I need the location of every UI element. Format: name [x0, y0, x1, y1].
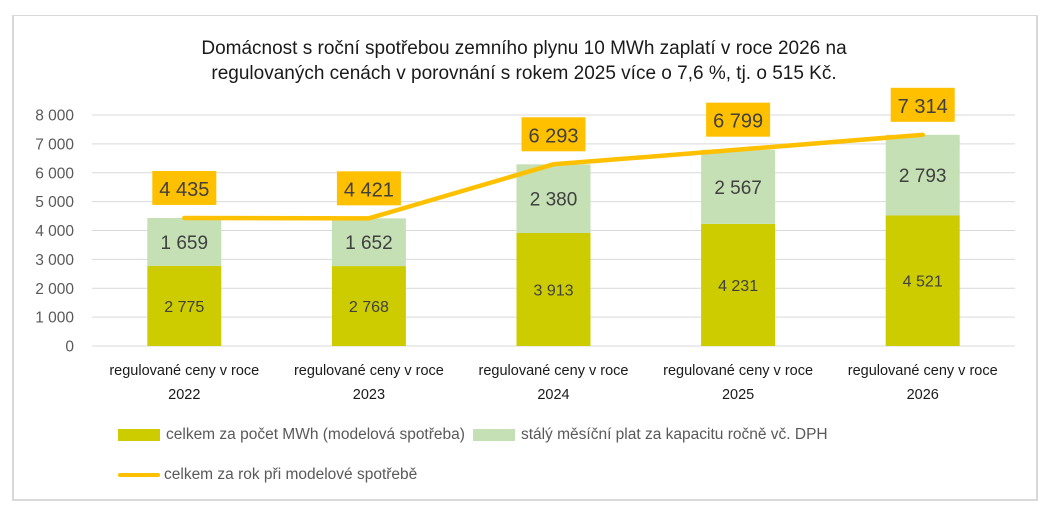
bar-capacity	[701, 149, 776, 224]
bar-capacity	[331, 218, 406, 267]
x-tick-label-line1: regulované ceny v roce	[294, 363, 444, 379]
data-label-capacity: 2 567	[714, 178, 762, 199]
data-label-capacity: 1 652	[345, 233, 393, 254]
legend-swatch-capacity	[472, 429, 515, 441]
legend-item-capacity: stálý měsíční plat za kapacitu ročně vč.…	[472, 426, 828, 444]
data-label-energy: 4 521	[903, 274, 943, 291]
bar-energy	[701, 223, 776, 346]
x-tick-label-line2: 2024	[537, 387, 569, 403]
y-tick-label: 2 000	[35, 281, 74, 298]
data-label-box-total	[706, 102, 771, 137]
data-label-box-total	[890, 87, 955, 122]
chart-title: Domácnost s roční spotřebou zemního plyn…	[201, 38, 847, 84]
data-label-capacity: 2 380	[530, 190, 578, 211]
data-label-total: 4 421	[344, 179, 394, 201]
data-label-box-total	[521, 117, 586, 152]
plot-area: 0 1 000 2 000 3 000 4 000 5 000 6 000 7 000 8 00…	[35, 87, 1015, 403]
y-tick-label: 3 000	[35, 252, 74, 269]
data-label-total: 6 799	[713, 111, 763, 133]
legend-label-total: celkem za rok při modelové spotřebě	[164, 466, 418, 483]
legend: celkem za počet MWh (modelová spotřeba) …	[118, 424, 836, 504]
data-label-capacity: 2 793	[899, 166, 947, 187]
x-tick-label-line1: regulované ceny v roce	[479, 363, 629, 379]
legend-item-total: celkem za rok při modelové spotřebě	[118, 466, 417, 484]
legend-swatch-total	[118, 473, 160, 477]
data-label-box-total	[336, 171, 401, 206]
y-tick-label: 8 000	[35, 108, 74, 125]
bar-energy	[516, 233, 591, 346]
y-tick-label: 1 000	[35, 310, 74, 327]
bar-capacity	[147, 217, 222, 266]
x-tick-label-line1: regulované ceny v roce	[848, 363, 998, 379]
bar-energy	[147, 265, 222, 346]
data-label-box-total	[152, 170, 217, 205]
data-label-energy: 2 768	[349, 299, 389, 316]
data-label-energy: 4 231	[718, 278, 758, 295]
bar-capacity	[516, 164, 591, 234]
y-tick-label: 7 000	[35, 136, 74, 153]
data-label-total: 7 314	[898, 96, 948, 118]
x-tick-label-line2: 2025	[722, 387, 754, 403]
data-label-capacity: 1 659	[161, 233, 209, 254]
y-tick-label: 5 000	[35, 194, 74, 211]
y-tick-label: 4 000	[35, 223, 74, 240]
bar-energy	[331, 266, 406, 346]
legend-item-energy: celkem za počet MWh (modelová spotřeba)	[118, 426, 465, 444]
bar-capacity	[885, 134, 960, 216]
x-tick-label-line1: regulované ceny v roce	[109, 363, 259, 379]
data-label-energy: 3 913	[533, 283, 573, 300]
y-tick-label: 0	[65, 339, 74, 356]
x-tick-label-line2: 2026	[907, 387, 939, 403]
data-label-total: 4 435	[159, 179, 209, 201]
data-label-total: 6 293	[528, 125, 578, 147]
legend-label-capacity: stálý měsíční plat za kapacitu ročně vč.…	[520, 426, 828, 443]
x-tick-label-line2: 2022	[168, 387, 200, 403]
x-tick-label-line2: 2023	[353, 387, 385, 403]
legend-label-energy: celkem za počet MWh (modelová spotřeba)	[166, 426, 465, 443]
legend-swatch-energy	[118, 429, 160, 441]
bar-energy	[885, 215, 960, 346]
y-tick-label: 6 000	[35, 165, 74, 182]
x-tick-label-line1: regulované ceny v roce	[663, 363, 813, 379]
data-label-energy: 2 775	[164, 299, 204, 316]
